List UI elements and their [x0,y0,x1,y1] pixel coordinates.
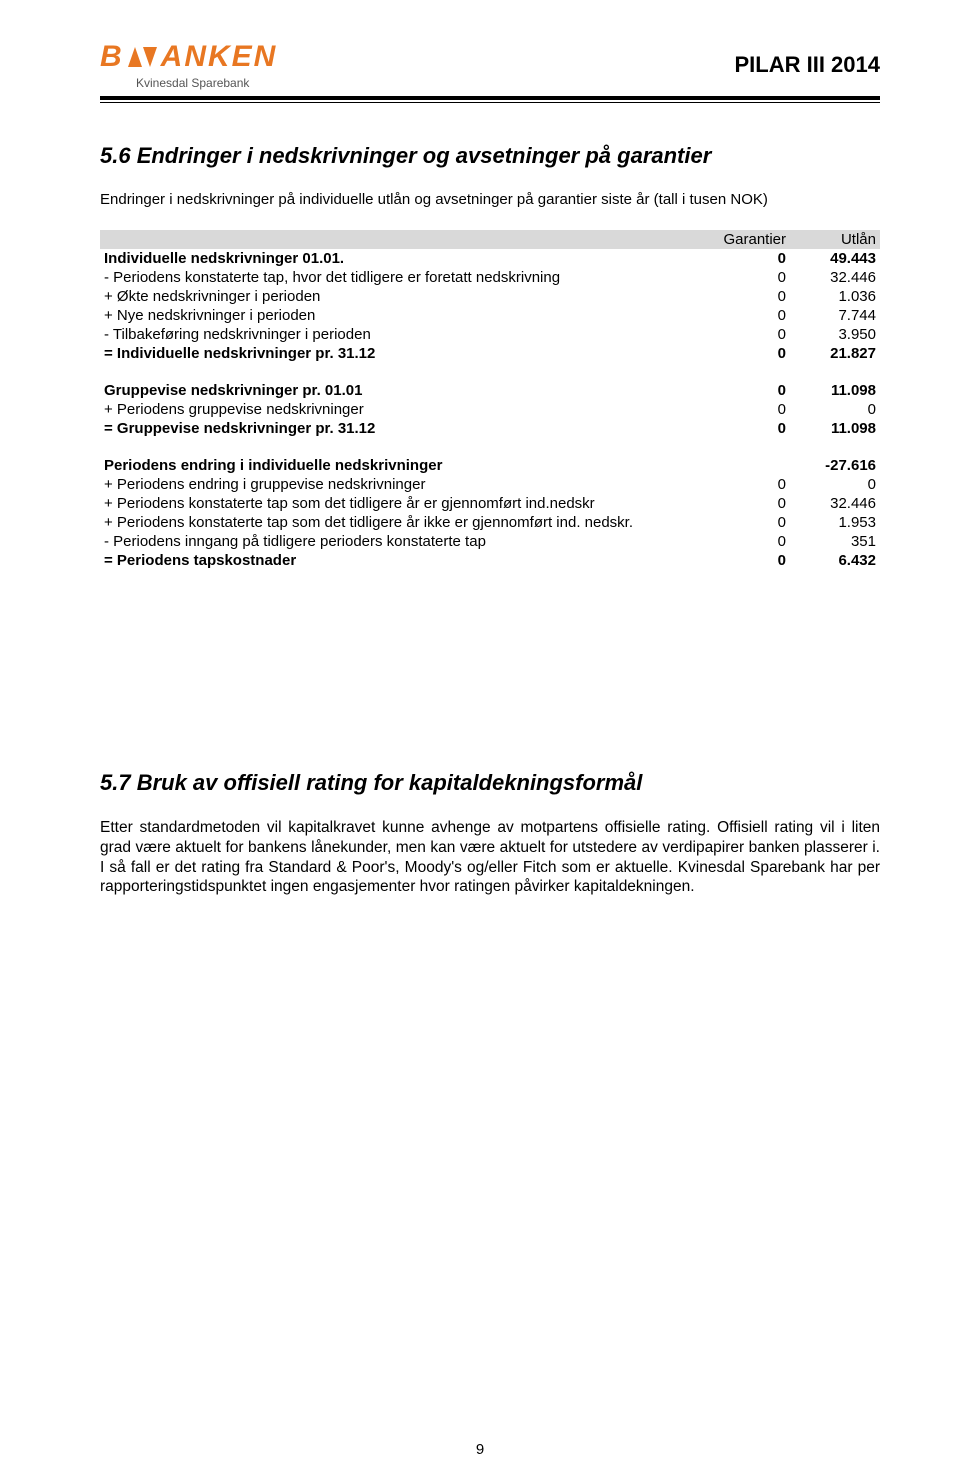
row-value-garantier: 0 [700,325,790,344]
table-row: - Periodens konstaterte tap, hvor det ti… [100,268,880,287]
row-value-utlan: 32.446 [790,494,880,513]
table-row: Gruppevise nedskrivninger pr. 01.01011.0… [100,381,880,400]
table-header-row: Garantier Utlån [100,230,880,249]
page-header: B ANKEN Kvinesdal Sparebank PILAR III 20… [100,40,880,90]
row-value-utlan: 351 [790,532,880,551]
logo-block: B ANKEN Kvinesdal Sparebank [100,40,277,90]
row-value-garantier: 0 [700,551,790,570]
row-value-garantier: 0 [700,532,790,551]
page-number: 9 [0,1441,960,1458]
row-label: + Økte nedskrivninger i perioden [100,287,700,306]
row-value-garantier: 0 [700,400,790,419]
col-garantier: Garantier [700,230,790,249]
section-5-7-body: Etter standardmetoden vil kapitalkravet … [100,818,880,897]
row-label: = Periodens tapskostnader [100,551,700,570]
table-row: + Nye nedskrivninger i perioden07.744 [100,306,880,325]
row-value-utlan: 6.432 [790,551,880,570]
logo-text: ANKEN [161,40,278,74]
table-row: + Periodens gruppevise nedskrivninger00 [100,400,880,419]
table-row: Periodens endring i individuelle nedskri… [100,456,880,475]
section-5-6-heading: 5.6 Endringer i nedskrivninger og avsetn… [100,143,880,169]
row-value-utlan: 21.827 [790,344,880,363]
row-value-utlan: 1.036 [790,287,880,306]
row-value-garantier: 0 [700,344,790,363]
table-row: = Periodens tapskostnader06.432 [100,551,880,570]
row-label: = Individuelle nedskrivninger pr. 31.12 [100,344,700,363]
row-label: + Periodens konstaterte tap som det tidl… [100,494,700,513]
row-label: Periodens endring i individuelle nedskri… [100,456,700,475]
table-row: + Periodens endring i gruppevise nedskri… [100,475,880,494]
row-value-utlan: 7.744 [790,306,880,325]
header-divider [100,96,880,103]
row-label: - Periodens konstaterte tap, hvor det ti… [100,268,700,287]
row-value-garantier: 0 [700,306,790,325]
table-row: + Økte nedskrivninger i perioden01.036 [100,287,880,306]
row-value-garantier: 0 [700,381,790,400]
row-label: + Periodens gruppevise nedskrivninger [100,400,700,419]
row-label: + Periodens konstaterte tap som det tidl… [100,513,700,532]
row-value-utlan: 11.098 [790,381,880,400]
table-row: + Periodens konstaterte tap som det tidl… [100,494,880,513]
row-label: - Periodens inngang på tidligere periode… [100,532,700,551]
table-row: + Periodens konstaterte tap som det tidl… [100,513,880,532]
row-value-garantier: 0 [700,249,790,268]
row-label: Individuelle nedskrivninger 01.01. [100,249,700,268]
section-5-6-intro: Endringer i nedskrivninger på individuel… [100,191,880,208]
row-value-garantier: 0 [700,513,790,532]
row-value-garantier: 0 [700,287,790,306]
row-value-utlan: 0 [790,475,880,494]
row-value-utlan: 11.098 [790,419,880,438]
table-row: - Tilbakeføring nedskrivninger i periode… [100,325,880,344]
table-row: Individuelle nedskrivninger 01.01.049.44… [100,249,880,268]
row-label: + Nye nedskrivninger i perioden [100,306,700,325]
row-label: = Gruppevise nedskrivninger pr. 31.12 [100,419,700,438]
row-value-garantier: 0 [700,494,790,513]
table-row: - Periodens inngang på tidligere periode… [100,532,880,551]
row-label: + Periodens endring i gruppevise nedskri… [100,475,700,494]
row-value-utlan: 3.950 [790,325,880,344]
row-value-utlan: 0 [790,400,880,419]
writedowns-table: Garantier Utlån Individuelle nedskrivnin… [100,230,880,570]
row-value-garantier: 0 [700,419,790,438]
row-value-utlan: -27.616 [790,456,880,475]
row-value-garantier [700,456,790,475]
logo-letter-b: B [100,40,124,74]
row-value-utlan: 49.443 [790,249,880,268]
row-value-garantier: 0 [700,475,790,494]
row-value-utlan: 32.446 [790,268,880,287]
row-label: Gruppevise nedskrivninger pr. 01.01 [100,381,700,400]
logo-triangles-icon [128,47,157,67]
row-value-utlan: 1.953 [790,513,880,532]
col-utlan: Utlån [790,230,880,249]
section-5-7-heading: 5.7 Bruk av offisiell rating for kapital… [100,770,880,796]
doc-title: PILAR III 2014 [734,52,880,78]
row-label: - Tilbakeføring nedskrivninger i periode… [100,325,700,344]
logo: B ANKEN [100,40,277,74]
table-row: = Gruppevise nedskrivninger pr. 31.12011… [100,419,880,438]
table-row: = Individuelle nedskrivninger pr. 31.120… [100,344,880,363]
logo-subtitle: Kvinesdal Sparebank [136,76,277,90]
page-container: B ANKEN Kvinesdal Sparebank PILAR III 20… [0,0,960,937]
row-value-garantier: 0 [700,268,790,287]
